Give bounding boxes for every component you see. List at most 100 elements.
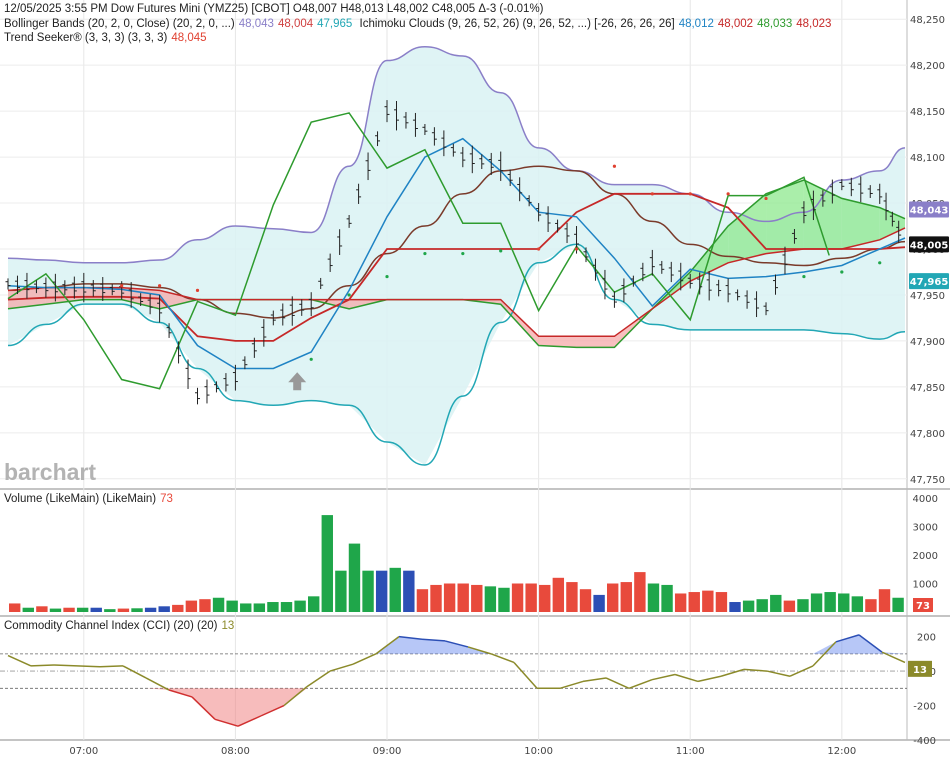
price-bar <box>52 273 58 302</box>
cci-line-segment <box>329 663 354 672</box>
volume-bar <box>525 583 537 612</box>
cci-line-segment <box>766 670 791 677</box>
price-bar <box>611 291 617 308</box>
price-bar <box>327 253 333 272</box>
indicator-legend-1[interactable]: Bollinger Bands (20, 2, 0, Close) (20, 2… <box>4 17 835 32</box>
trend-seeker-dot <box>461 251 465 256</box>
price-bar <box>90 280 96 297</box>
cci-line-segment <box>582 677 607 683</box>
volume-bar <box>715 592 728 612</box>
trend-seeker-dot <box>574 247 579 251</box>
trend-seeker-dot <box>612 164 617 168</box>
volume-bar <box>253 603 266 612</box>
price-bar <box>621 278 627 303</box>
volume-bar <box>36 606 48 612</box>
volume-badge: 73 <box>913 598 933 612</box>
trend-seeker-label: Trend Seeker® (3, 3, 3) (3, 3, 3) <box>4 32 168 44</box>
cci-line-segment <box>467 646 492 655</box>
price-bar <box>687 273 693 289</box>
ichimoku-cloud-segment <box>841 198 880 249</box>
price-bar <box>602 269 608 300</box>
volume-bar <box>226 600 238 612</box>
volume-bar <box>294 600 306 612</box>
cci-line-segment <box>605 677 630 689</box>
cci-line-segment <box>375 636 400 655</box>
price-bar <box>877 183 883 204</box>
volume-legend[interactable]: Volume (LikeMain) (LikeMain) 73 <box>4 492 177 507</box>
volume-bar <box>620 582 632 612</box>
cci-line-segment <box>306 670 331 688</box>
volume-bar <box>511 583 524 612</box>
trend-seeker-dot <box>499 249 503 253</box>
cci-line-segment <box>858 634 883 653</box>
up-arrow-icon <box>288 372 307 391</box>
volume-bar <box>362 570 374 612</box>
y-tick-label: 48,200 <box>910 61 945 72</box>
price-bar <box>81 272 87 303</box>
volume-bar <box>308 596 320 612</box>
cci-y-tick: 200 <box>917 633 936 644</box>
price-bar <box>308 292 314 317</box>
volume-bar <box>838 593 850 612</box>
cci-legend[interactable]: Commodity Channel Index (CCI) (20) (20) 1… <box>4 619 238 634</box>
price-bar <box>204 379 210 404</box>
volume-bar <box>240 603 252 612</box>
volume-bar <box>851 596 864 612</box>
price-bar <box>251 337 257 358</box>
price-bar <box>791 229 797 244</box>
price-bar <box>100 277 106 301</box>
trend-seeker-value: 48,045 <box>171 32 207 44</box>
volume-bar <box>403 570 415 612</box>
price-bar <box>829 179 835 204</box>
volume-bar <box>702 590 714 612</box>
volume-bar <box>634 572 646 612</box>
ichimoku-spanB-line <box>7 227 906 338</box>
price-bar <box>71 276 77 299</box>
cci-line-segment <box>421 638 446 642</box>
volume-bar <box>661 584 673 612</box>
price-badge-text: 48,005 <box>910 240 949 251</box>
y-tick-label: 47,900 <box>910 337 945 348</box>
indicator-legend-2[interactable]: Trend Seeker® (3, 3, 3) (3, 3, 3) 48,045 <box>4 31 211 46</box>
price-bar <box>716 279 722 297</box>
cci-line-segment <box>490 653 515 664</box>
price-bar <box>668 261 674 283</box>
cci-line-segment <box>168 689 193 698</box>
cci-oversold-fill <box>284 688 307 706</box>
price-bar <box>289 296 295 326</box>
volume-bar <box>117 608 130 612</box>
price-badge: 47,965 <box>909 273 949 290</box>
trend-seeker-dot <box>385 274 389 279</box>
cci-overbought-fill <box>836 634 859 654</box>
volume-bar <box>172 604 184 612</box>
volume-bar <box>90 607 102 612</box>
price-bar <box>896 220 902 243</box>
price-bar <box>479 154 485 170</box>
y-tick-label: 47,950 <box>910 291 945 302</box>
price-bar <box>62 280 68 295</box>
ichi-base-value: 48,002 <box>717 18 754 30</box>
cci-line-segment <box>743 668 768 672</box>
price-bar <box>14 275 20 295</box>
volume-y-tick: 1000 <box>913 580 938 591</box>
cci-oversold-fill <box>238 688 261 727</box>
trend-seeker-dot <box>120 284 124 288</box>
bollinger-lower-line <box>7 243 906 466</box>
price-badge-bg <box>909 201 949 218</box>
cci-line-segment <box>789 665 814 677</box>
volume-bar <box>647 583 660 612</box>
cci-oversold-fill <box>146 688 169 691</box>
volume-bar <box>770 594 782 612</box>
ichimoku-lagging-line <box>7 112 830 390</box>
price-bar <box>782 246 788 275</box>
volume-bar <box>63 607 75 612</box>
price-bar <box>375 131 381 147</box>
price-bar <box>109 284 115 296</box>
price-bar <box>659 260 665 274</box>
price-bar <box>867 185 873 198</box>
cci-line-segment <box>260 704 285 717</box>
cci-line-segment <box>191 696 216 720</box>
ichimoku-label: Ichimoku Clouds (9, 26, 52, 26) (9, 26, … <box>359 18 675 30</box>
price-bar <box>545 206 551 232</box>
cci-line-segment <box>881 651 906 664</box>
